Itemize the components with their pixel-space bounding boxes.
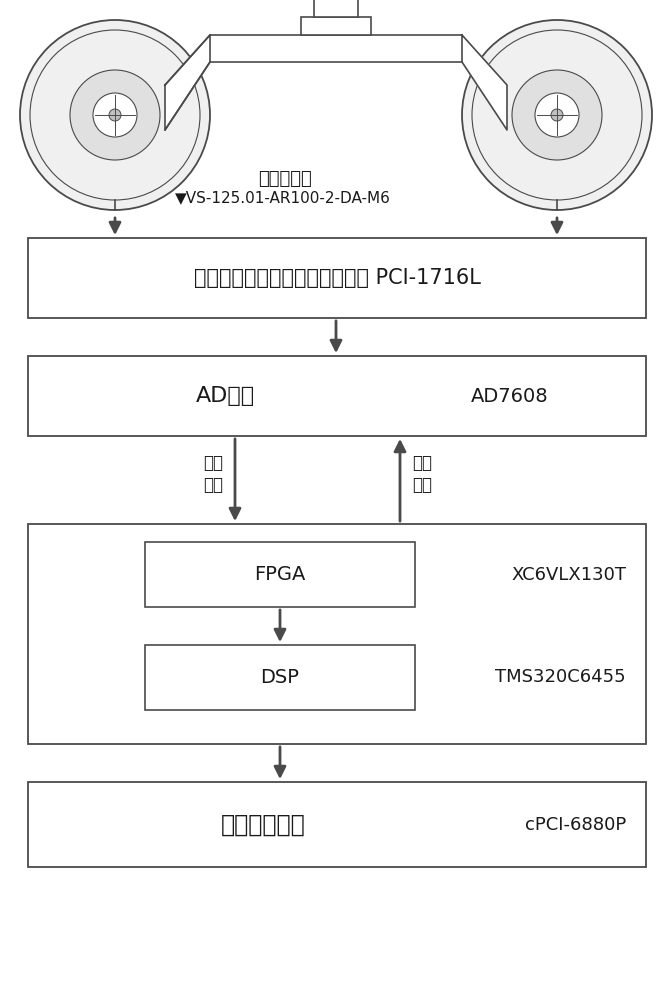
Text: 集成放大、滤波功能的采集板卡 PCI-1716L: 集成放大、滤波功能的采集板卡 PCI-1716L (194, 268, 480, 288)
Text: 采样: 采样 (412, 454, 432, 472)
Circle shape (20, 20, 210, 210)
Circle shape (109, 109, 121, 121)
Polygon shape (462, 35, 507, 130)
Text: AD采样: AD采样 (196, 386, 255, 406)
Text: AD7608: AD7608 (471, 386, 549, 406)
Bar (301, 17, 371, 35)
Bar (28, 356, 646, 436)
Bar (314, 0, 358, 17)
Bar (145, 542, 415, 607)
Text: FPGA: FPGA (254, 565, 306, 584)
Text: 振动传感器: 振动传感器 (258, 170, 312, 188)
Text: TMS320C6455: TMS320C6455 (495, 668, 626, 686)
Circle shape (551, 109, 563, 121)
Text: 选择: 选择 (203, 476, 223, 494)
Text: ▼VS-125.01-AR100-2-DA-M6: ▼VS-125.01-AR100-2-DA-M6 (175, 190, 391, 205)
Bar (28, 524, 646, 744)
Circle shape (70, 70, 160, 160)
Text: DSP: DSP (261, 668, 300, 687)
Text: XC6VLX130T: XC6VLX130T (511, 566, 626, 584)
Circle shape (535, 93, 579, 137)
Text: 控制: 控制 (412, 476, 432, 494)
Bar (145, 645, 415, 710)
Bar (28, 782, 646, 867)
Text: 诊断服务主机: 诊断服务主机 (220, 812, 305, 836)
Circle shape (93, 93, 137, 137)
Polygon shape (165, 35, 210, 130)
Text: cPCI-6880P: cPCI-6880P (525, 816, 626, 834)
Circle shape (462, 20, 652, 210)
Text: 通道: 通道 (203, 454, 223, 472)
Circle shape (512, 70, 602, 160)
Bar (28, 238, 646, 318)
